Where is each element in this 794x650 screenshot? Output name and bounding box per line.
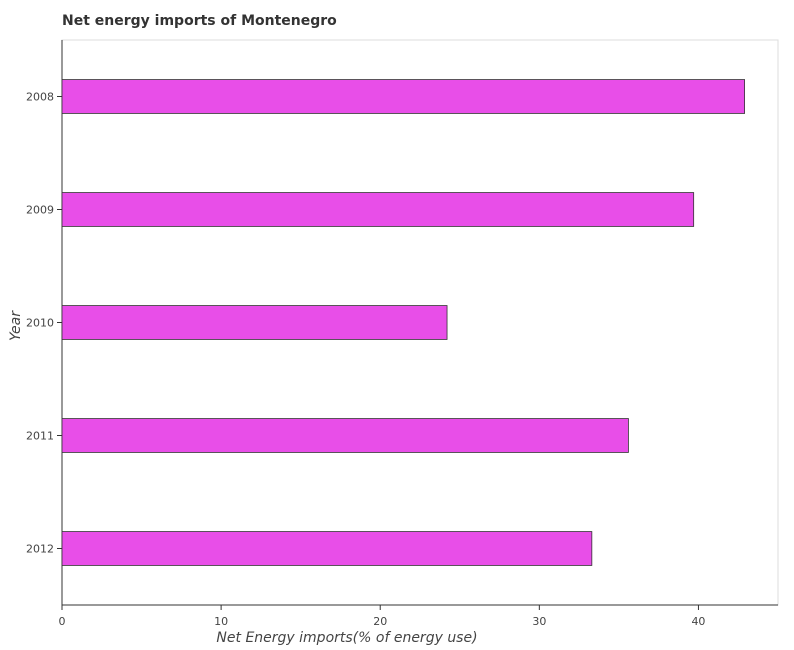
y-tick-label: 2012 bbox=[26, 543, 54, 556]
x-tick-label: 30 bbox=[532, 615, 546, 628]
x-tick-label: 20 bbox=[373, 615, 387, 628]
y-tick-label: 2011 bbox=[26, 430, 54, 443]
bar-2009 bbox=[61, 192, 695, 227]
chart-title: Net energy imports of Montenegro bbox=[62, 13, 337, 29]
y-tick-label: 2010 bbox=[26, 317, 54, 330]
y-axis-label: Year bbox=[8, 310, 24, 341]
y-tick-label: 2009 bbox=[26, 204, 54, 217]
x-tick-label: 10 bbox=[214, 615, 228, 628]
bar-2010 bbox=[61, 305, 448, 340]
plot-area: 0 10 20 30 40 2008 2009 2010 2011 2012 bbox=[26, 39, 779, 628]
y-tick-label: 2008 bbox=[26, 91, 54, 104]
bar-2011 bbox=[61, 418, 629, 453]
bar-2008 bbox=[61, 79, 745, 114]
x-axis-label: Net Energy imports(% of energy use) bbox=[216, 630, 477, 646]
bar-2012 bbox=[61, 531, 593, 566]
x-tick-label: 0 bbox=[59, 615, 66, 628]
x-tick-label: 40 bbox=[691, 615, 705, 628]
